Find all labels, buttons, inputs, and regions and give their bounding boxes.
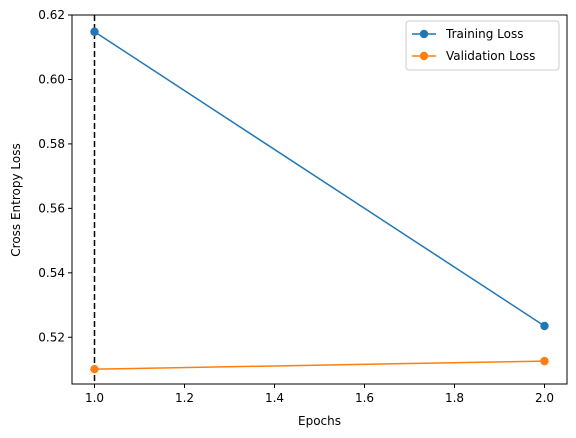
x-tick-label: 1.0 bbox=[85, 391, 104, 405]
series-layer bbox=[90, 27, 549, 374]
legend: Training Loss Validation Loss bbox=[405, 20, 560, 71]
y-tick-label: 0.58 bbox=[38, 137, 65, 151]
y-axis-label: Cross Entropy Loss bbox=[9, 143, 23, 256]
y-tick-label: 0.56 bbox=[38, 201, 65, 215]
legend-marker-validation-loss bbox=[419, 51, 429, 61]
legend-label-training-loss: Training Loss bbox=[445, 27, 523, 41]
data-point-validation-loss bbox=[540, 356, 549, 366]
data-point-validation-loss bbox=[90, 364, 99, 374]
x-tick-label: 1.4 bbox=[265, 391, 284, 405]
y-tick-label: 0.54 bbox=[38, 266, 65, 280]
x-tick-label: 1.6 bbox=[355, 391, 374, 405]
y-tick-label: 0.52 bbox=[38, 330, 65, 344]
legend-box bbox=[405, 20, 560, 71]
x-axis-label: Epochs bbox=[298, 414, 341, 428]
data-point-training-loss bbox=[540, 321, 549, 331]
series-line-validation-loss bbox=[94, 360, 545, 370]
x-tick-label: 1.8 bbox=[445, 391, 464, 405]
legend-label-validation-loss: Validation Loss bbox=[446, 49, 535, 63]
y-tick-label: 0.62 bbox=[38, 8, 65, 22]
plot-frame bbox=[71, 14, 568, 385]
series-line-training-loss bbox=[94, 31, 545, 327]
plot-area bbox=[72, 15, 567, 384]
ticks-layer: 1.0 1.2 1.4 1.6 1.8 2.0 0.52 0.54 0.56 0.58 0.60 0.… bbox=[38, 8, 554, 405]
legend-marker-training-loss bbox=[419, 29, 429, 39]
x-tick-label: 2.0 bbox=[535, 391, 554, 405]
legend-items: Training Loss Validation Loss bbox=[412, 27, 535, 63]
data-point-training-loss bbox=[90, 27, 99, 36]
y-tick-label: 0.60 bbox=[38, 72, 65, 86]
x-tick-label: 1.2 bbox=[175, 391, 194, 405]
